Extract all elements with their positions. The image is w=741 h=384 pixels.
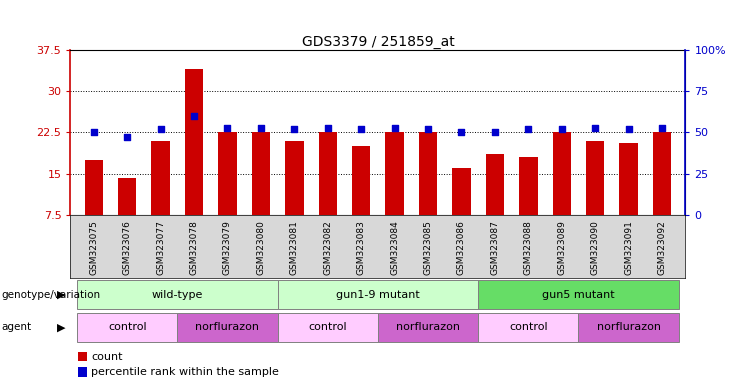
Text: GSM323083: GSM323083 (356, 220, 366, 275)
Point (422, 126, 434, 132)
Point (222, 124, 233, 131)
Text: GSM323079: GSM323079 (223, 220, 232, 275)
Text: GSM323076: GSM323076 (123, 220, 132, 275)
Text: norflurazon: norflurazon (597, 322, 661, 333)
Bar (84, 160, 103, 257)
Text: GSM323092: GSM323092 (657, 220, 666, 275)
Bar (118, 178, 136, 257)
Text: GSM323088: GSM323088 (524, 220, 533, 275)
Text: control: control (509, 322, 548, 333)
FancyBboxPatch shape (579, 313, 679, 342)
Text: GSM323077: GSM323077 (156, 220, 165, 275)
FancyBboxPatch shape (77, 280, 278, 310)
Text: GSM323087: GSM323087 (491, 220, 499, 275)
Text: norflurazon: norflurazon (396, 322, 460, 333)
FancyBboxPatch shape (278, 313, 378, 342)
Bar (419, 132, 437, 257)
Bar (553, 132, 571, 257)
Text: GSM323075: GSM323075 (90, 220, 99, 275)
Text: ▶: ▶ (57, 290, 65, 300)
Bar (452, 168, 471, 257)
Text: count: count (91, 352, 123, 362)
Text: GSM323082: GSM323082 (323, 220, 332, 275)
Point (489, 129, 501, 136)
Bar (519, 157, 537, 257)
Text: GSM323081: GSM323081 (290, 220, 299, 275)
FancyBboxPatch shape (378, 313, 478, 342)
Text: GSM323084: GSM323084 (390, 220, 399, 275)
Bar (352, 146, 370, 257)
Bar (185, 69, 203, 257)
Bar (151, 141, 170, 257)
Text: ▶: ▶ (57, 322, 65, 333)
Text: gun5 mutant: gun5 mutant (542, 290, 615, 300)
Point (155, 126, 167, 132)
Point (288, 126, 300, 132)
Text: GSM323085: GSM323085 (424, 220, 433, 275)
FancyBboxPatch shape (278, 280, 478, 310)
Text: gun1-9 mutant: gun1-9 mutant (336, 290, 420, 300)
Title: GDS3379 / 251859_at: GDS3379 / 251859_at (302, 35, 454, 49)
Bar (219, 132, 236, 257)
Bar (285, 141, 304, 257)
FancyBboxPatch shape (478, 280, 679, 310)
Point (589, 124, 601, 131)
Text: control: control (108, 322, 147, 333)
Point (522, 126, 534, 132)
Point (456, 129, 468, 136)
Bar (252, 132, 270, 257)
Bar (586, 141, 605, 257)
Bar (319, 132, 337, 257)
Text: norflurazon: norflurazon (196, 322, 259, 333)
FancyBboxPatch shape (177, 313, 278, 342)
Point (355, 126, 367, 132)
Point (389, 124, 401, 131)
Bar (653, 132, 671, 257)
Text: GSM323089: GSM323089 (557, 220, 566, 275)
Bar (619, 144, 638, 257)
Point (188, 113, 200, 119)
Point (88, 129, 100, 136)
Text: genotype/variation: genotype/variation (1, 290, 101, 300)
Point (556, 126, 568, 132)
Bar (485, 154, 504, 257)
Text: percentile rank within the sample: percentile rank within the sample (91, 367, 279, 377)
Text: GSM323086: GSM323086 (457, 220, 466, 275)
Point (322, 124, 333, 131)
Text: GSM323078: GSM323078 (190, 220, 199, 275)
Point (255, 124, 267, 131)
Point (656, 124, 668, 131)
Text: GSM323080: GSM323080 (256, 220, 265, 275)
Point (122, 134, 133, 141)
Text: GSM323091: GSM323091 (624, 220, 633, 275)
FancyBboxPatch shape (77, 313, 177, 342)
Bar (385, 132, 404, 257)
Text: wild-type: wild-type (152, 290, 203, 300)
Text: GSM323090: GSM323090 (591, 220, 599, 275)
Point (622, 126, 634, 132)
Text: control: control (308, 322, 347, 333)
Text: agent: agent (1, 322, 32, 333)
FancyBboxPatch shape (478, 313, 579, 342)
